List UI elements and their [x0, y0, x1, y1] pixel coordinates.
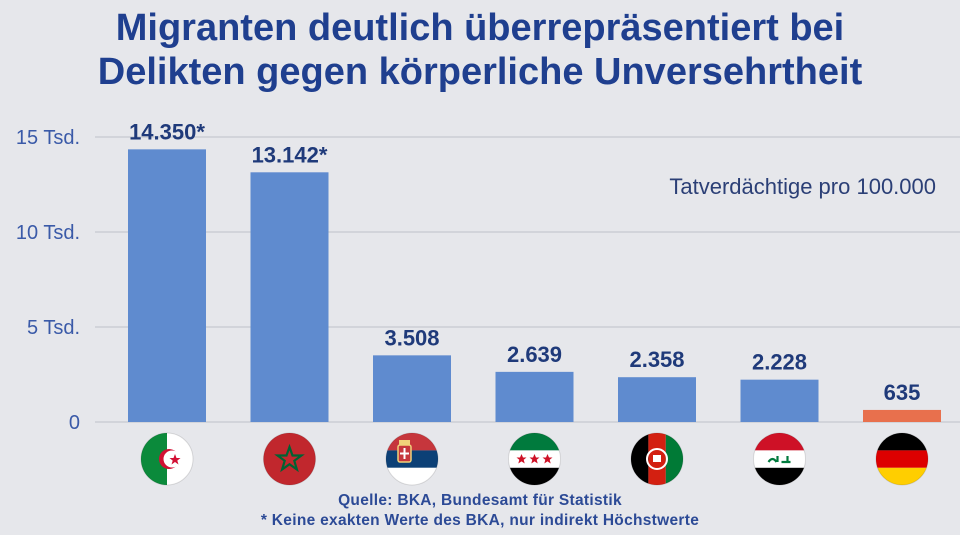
bar-value-label: 14.350* — [129, 119, 205, 144]
syria-flag-icon — [508, 433, 561, 485]
source-note: Quelle: BKA, Bundesamt für Statistik — [338, 492, 622, 509]
serbia-flag-icon — [386, 433, 438, 485]
bar-value-label: 2.358 — [629, 347, 684, 372]
flag-outline — [508, 432, 561, 486]
bar-value-label: 2.228 — [752, 350, 807, 375]
flag-outline — [263, 432, 316, 486]
y-tick-label: 15 Tsd. — [16, 127, 80, 149]
chart-title-line-2: Delikten gegen körperliche Unversehrthei… — [97, 51, 863, 93]
y-tick-label: 10 Tsd. — [16, 222, 80, 244]
bar-value-label: 3.508 — [384, 325, 439, 350]
bar — [250, 172, 329, 422]
chart-title-line-1: Migranten deutlich überrepräsentiert bei — [115, 7, 845, 49]
flag-outline — [140, 432, 194, 486]
bar-chart: 0 5 Tsd. 10 Tsd. 15 Tsd. 14.350* 13.142* 3.50… — [16, 119, 960, 486]
flag-outline — [753, 432, 806, 486]
footnote: * Keine exakten Werte des BKA, nur indir… — [260, 512, 700, 529]
y-tick-label: 5 Tsd. — [27, 317, 80, 339]
bar-value-label: 635 — [884, 380, 921, 405]
chart-subtitle: Tatverdächtige pro 100.000 — [669, 174, 936, 199]
iraq-flag-icon — [753, 433, 806, 485]
bar — [863, 409, 941, 422]
bar — [373, 355, 451, 422]
bar-value-label: 13.142* — [252, 142, 328, 167]
flag-outline — [385, 432, 439, 486]
bar — [128, 149, 206, 422]
morocco-flag-icon — [263, 433, 316, 485]
flag-outline — [630, 432, 684, 486]
afghanistan-flag-icon — [631, 433, 683, 485]
flag-outline — [875, 432, 929, 486]
bar-value-label: 2.639 — [507, 342, 562, 367]
germany-flag-icon — [876, 433, 928, 485]
bar — [495, 371, 574, 422]
bar — [618, 377, 696, 422]
bar — [740, 379, 819, 422]
y-tick-label: 0 — [69, 412, 80, 434]
